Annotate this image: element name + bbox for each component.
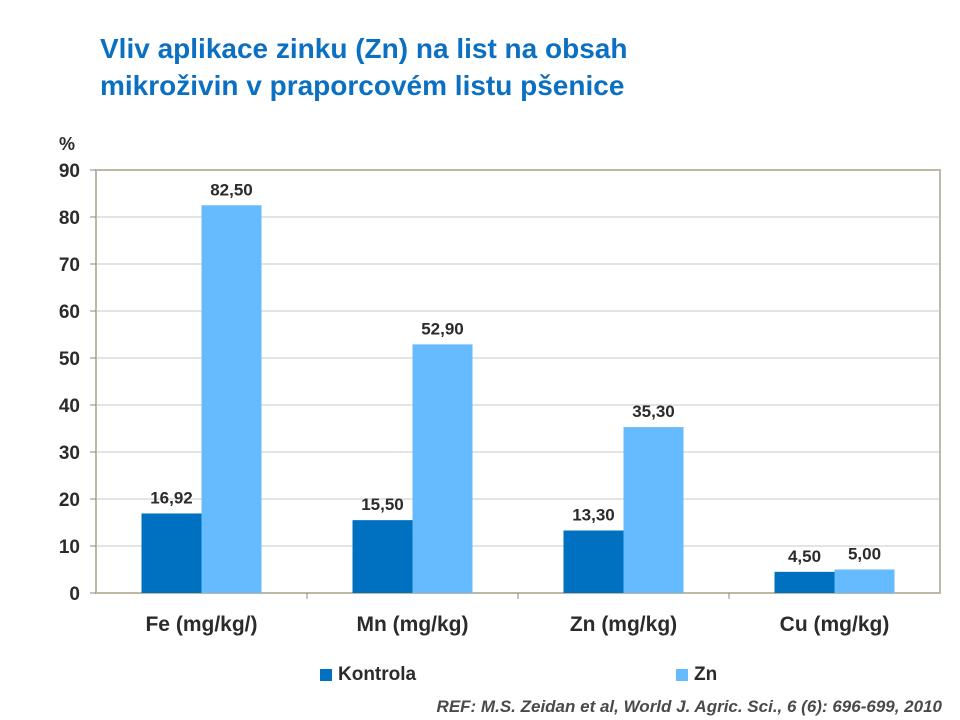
- x-category-label: Cu (mg/kg): [780, 613, 890, 636]
- bar-kontrola: [774, 571, 835, 593]
- y-tick-label: 90: [59, 161, 80, 182]
- bar-chart: 0 10 20 30 40 50 60 70 80 90% 16,92 82,50 Fe (mg/kg/…: [59, 134, 941, 636]
- y-tick-label: 70: [59, 255, 80, 276]
- legend-label-zn: Zn: [694, 664, 718, 685]
- legend-label-kontrola: Kontrola: [338, 664, 417, 685]
- bar-zn: [201, 205, 262, 593]
- data-label: 16,92: [150, 488, 193, 507]
- bar-kontrola: [563, 530, 624, 593]
- y-tick-label: 80: [59, 208, 80, 229]
- y-tick-label: 50: [59, 349, 80, 370]
- data-label: 5,00: [848, 545, 881, 564]
- chart-title: Vliv aplikace zinku (Zn) na list na obsa…: [100, 30, 920, 104]
- legend-item-kontrola: Kontrola: [320, 664, 416, 686]
- x-category-label: Mn (mg/kg): [357, 613, 469, 636]
- source-reference: REF: M.S. Zeidan et al, World J. Agric. …: [436, 697, 942, 716]
- x-category-label: Zn (mg/kg): [570, 613, 677, 636]
- y-tick-label: 10: [59, 537, 80, 558]
- bar-zn: [834, 569, 895, 593]
- data-label: 82,50: [210, 180, 253, 199]
- data-label: 4,50: [788, 547, 821, 566]
- chart-title-line-2: mikroživin v praporcovém listu pšenice: [100, 70, 625, 101]
- y-tick-label: 0: [69, 584, 80, 605]
- y-tick-label: 30: [59, 443, 80, 464]
- y-tick-label: 40: [59, 396, 80, 417]
- bar-kontrola: [352, 520, 413, 593]
- data-label: 35,30: [632, 402, 675, 421]
- bar-zn: [412, 344, 473, 593]
- data-label: 15,50: [361, 495, 404, 514]
- bar-zn: [623, 427, 684, 593]
- y-unit-label: %: [59, 134, 75, 154]
- legend-item-zn: Zn: [676, 664, 717, 686]
- x-category-label: Fe (mg/kg/): [145, 613, 257, 636]
- bar-kontrola: [141, 513, 202, 593]
- data-label: 52,90: [421, 319, 464, 338]
- y-tick-label: 60: [59, 302, 80, 323]
- legend-swatch-kontrola: [320, 669, 332, 681]
- legend-swatch-zn: [676, 669, 688, 681]
- legend: Kontrola Zn: [0, 664, 960, 690]
- data-label: 13,30: [572, 505, 615, 524]
- chart-title-line-1: Vliv aplikace zinku (Zn) na list na obsa…: [100, 33, 628, 64]
- y-tick-label: 20: [59, 490, 80, 511]
